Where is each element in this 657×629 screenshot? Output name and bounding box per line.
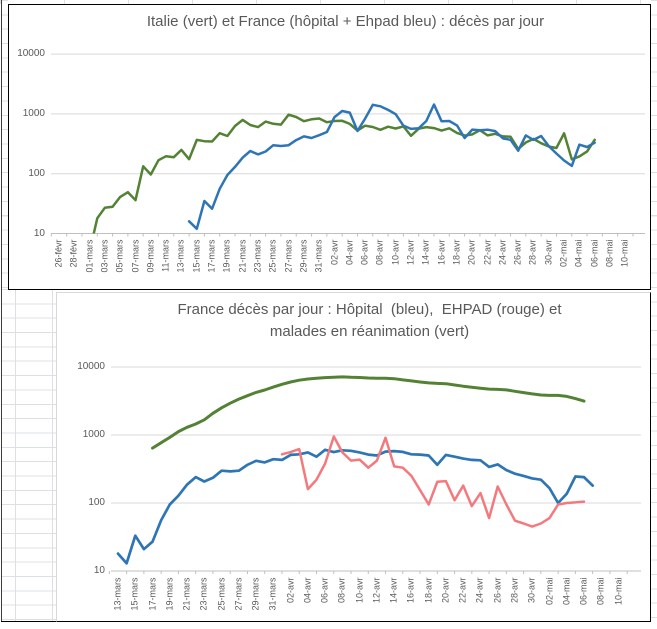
x-axis-label: 26-avr xyxy=(492,577,503,603)
chart-france-detail[interactable]: France décès par jour : Hôpital (bleu), … xyxy=(56,292,651,622)
x-axis-label: 29-mars xyxy=(298,239,309,273)
x-axis-label: 31-mars xyxy=(313,239,324,273)
x-axis-label: 03-mars xyxy=(99,239,110,273)
x-axis-label: 30-avr xyxy=(526,577,537,603)
x-axis-label: 18-avr xyxy=(423,577,434,603)
series-h-pital xyxy=(116,448,595,565)
x-axis-label: 18-avr xyxy=(451,239,462,266)
x-axis-label: 13-mars xyxy=(175,239,186,273)
x-axis-label: 13-mars xyxy=(112,577,123,611)
y-axis-label: 1000 xyxy=(22,107,45,119)
x-axis-label: 17-mars xyxy=(147,577,158,611)
x-axis-label: 20-avr xyxy=(440,577,451,603)
x-axis-label: 06-mai xyxy=(589,239,600,268)
chart-title-line2: malades en réanimation (vert) xyxy=(269,323,470,340)
chart-title: Italie (vert) et France (hôpital + Ehpad… xyxy=(146,13,545,30)
x-axis-label: 04-avr xyxy=(344,239,355,266)
x-axis-label: 22-avr xyxy=(457,577,468,603)
x-axis-label: 28-avr xyxy=(527,239,538,266)
chart-plot-svg xyxy=(50,53,645,237)
x-axis-label: 04-mai xyxy=(561,577,572,605)
x-axis-label: 10-avr xyxy=(354,577,365,603)
x-axis-label: 05-mars xyxy=(114,239,125,273)
x-axis-label: 04-mai xyxy=(573,239,584,268)
x-axis-label: 12-avr xyxy=(405,239,416,266)
x-axis-label: 06-avr xyxy=(319,577,330,603)
x-axis-label: 01-mars xyxy=(84,239,95,273)
sheet-gridlines-right xyxy=(651,0,657,629)
x-axis-label: 11-mars xyxy=(160,239,171,272)
x-axis-label: 04-avr xyxy=(302,577,313,603)
x-axis-label: 10-mai xyxy=(619,239,630,268)
x-axis-label: 26-févr xyxy=(53,239,64,268)
x-axis-label: 31-mars xyxy=(267,577,278,611)
x-axis-label: 30-avr xyxy=(543,239,554,266)
sheet-gridlines-top xyxy=(0,0,657,4)
x-axis-label: 06-mai xyxy=(578,577,589,605)
x-axis-label: 26-avr xyxy=(512,239,523,266)
chart-plot-svg xyxy=(108,366,641,574)
x-axis-label: 14-avr xyxy=(420,239,431,266)
series-malades-en-r-animation xyxy=(151,375,586,450)
y-axis-label: 10000 xyxy=(17,48,45,60)
x-axis-label: 02-mai xyxy=(558,239,569,268)
x-axis-label: 24-avr xyxy=(474,577,485,603)
x-axis-label: 19-mars xyxy=(221,239,232,273)
series-ehpad xyxy=(280,435,586,528)
y-axis-label: 10 xyxy=(33,227,45,239)
x-axis-label: 08-mai xyxy=(595,577,606,605)
x-axis-label: 20-avr xyxy=(466,239,477,266)
y-axis-label: 100 xyxy=(88,497,105,508)
y-axis-label: 10000 xyxy=(77,361,105,372)
x-axis-label: 15-mars xyxy=(129,577,140,611)
x-axis-label: 21-mars xyxy=(237,239,248,273)
x-axis-label: 21-mars xyxy=(181,577,192,611)
x-axis-label: 12-avr xyxy=(371,577,382,603)
x-axis-label: 23-mars xyxy=(198,577,209,611)
x-axis-label: 02-avr xyxy=(285,577,296,603)
x-axis-label: 10-mai xyxy=(613,577,624,605)
x-axis-label: 06-avr xyxy=(359,239,370,266)
series-france-h-pital-ehpad- xyxy=(187,103,596,231)
x-axis-label: 22-avr xyxy=(482,239,493,266)
x-axis-label: 08-avr xyxy=(374,239,385,266)
x-axis-label: 14-avr xyxy=(388,577,399,603)
x-axis-label: 27-mars xyxy=(283,239,294,273)
x-axis-label: 16-avr xyxy=(436,239,447,266)
x-axis-label: 28-avr xyxy=(509,577,520,603)
sheet-gridlines-left-lower xyxy=(2,289,56,621)
chart-italie-france[interactable]: Italie (vert) et France (hôpital + Ehpad… xyxy=(8,4,651,290)
x-axis-label: 27-mars xyxy=(233,577,244,611)
y-axis-label: 100 xyxy=(28,167,45,179)
sheet-column-line xyxy=(15,289,16,621)
x-axis-label: 29-mars xyxy=(250,577,261,611)
x-axis-label: 24-avr xyxy=(497,239,508,266)
y-axis-label: 10 xyxy=(93,565,105,576)
series-italie xyxy=(92,113,596,234)
x-axis-label: 16-avr xyxy=(405,577,416,603)
x-axis-label: 09-mars xyxy=(145,239,156,273)
x-axis-label: 23-mars xyxy=(252,239,263,273)
x-axis-label: 10-avr xyxy=(390,239,401,266)
x-axis-label: 15-mars xyxy=(191,239,202,273)
x-axis-label: 08-mai xyxy=(604,239,615,268)
sheet-column-line xyxy=(52,289,53,621)
sheet-gridlines-left-upper xyxy=(2,0,8,289)
x-axis-label: 02-avr xyxy=(329,239,339,266)
x-axis-label: 02-mai xyxy=(544,577,554,605)
x-axis-label: 08-avr xyxy=(336,577,347,603)
sheet-pane-border xyxy=(1,0,2,621)
x-axis-label: 07-mars xyxy=(130,239,141,273)
y-axis-label: 1000 xyxy=(82,429,105,440)
chart-title-line1: France décès par jour : Hôpital (bleu), … xyxy=(177,301,562,318)
x-axis-label: 28-févr xyxy=(68,239,79,268)
x-axis-label: 17-mars xyxy=(206,239,217,273)
x-axis-label: 19-mars xyxy=(164,577,175,611)
x-axis-label: 25-mars xyxy=(267,239,278,273)
x-axis-label: 25-mars xyxy=(216,577,227,611)
